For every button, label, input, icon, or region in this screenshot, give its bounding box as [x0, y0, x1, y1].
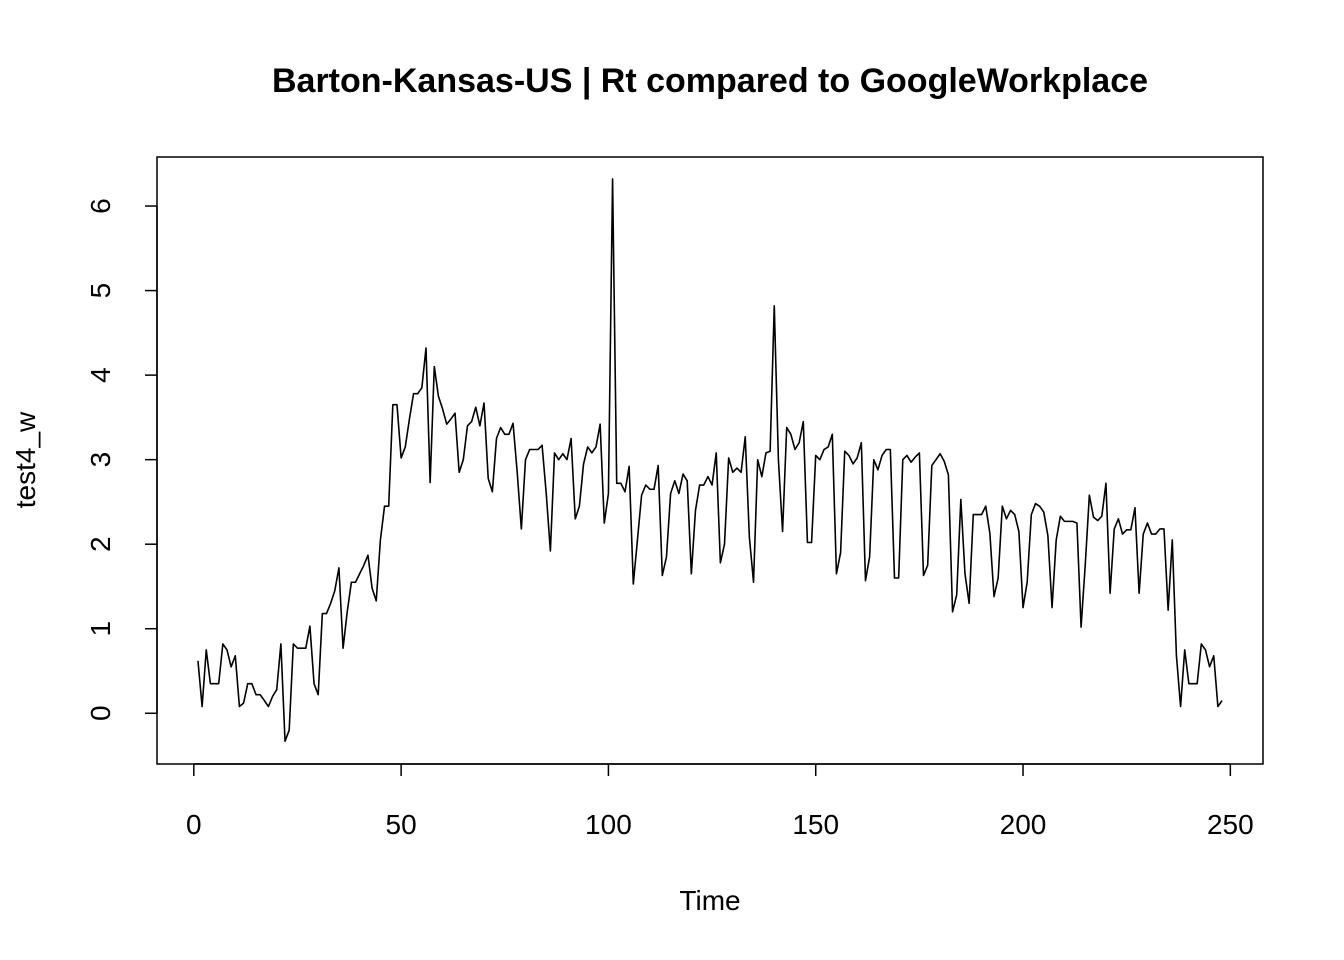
- x-axis-label: Time: [679, 885, 740, 916]
- y-tick-label: 3: [85, 452, 116, 468]
- x-tick-label: 50: [386, 809, 417, 840]
- x-tick-label: 150: [792, 809, 839, 840]
- y-tick-label: 1: [85, 621, 116, 637]
- y-tick-label: 6: [85, 198, 116, 214]
- x-tick-label: 100: [585, 809, 632, 840]
- x-tick-label: 250: [1207, 809, 1254, 840]
- y-tick-label: 5: [85, 283, 116, 299]
- y-tick-label: 0: [85, 705, 116, 721]
- plot-frame: [156, 156, 1264, 765]
- x-tick-label: 0: [186, 809, 202, 840]
- y-axis-label: test4_w: [10, 411, 41, 508]
- x-tick-label: 200: [1000, 809, 1047, 840]
- y-tick-label: 4: [85, 367, 116, 383]
- chart-title: Barton-Kansas-US | Rt compared to Google…: [272, 62, 1148, 100]
- y-tick-label: 2: [85, 536, 116, 552]
- series-line: [197, 178, 1223, 742]
